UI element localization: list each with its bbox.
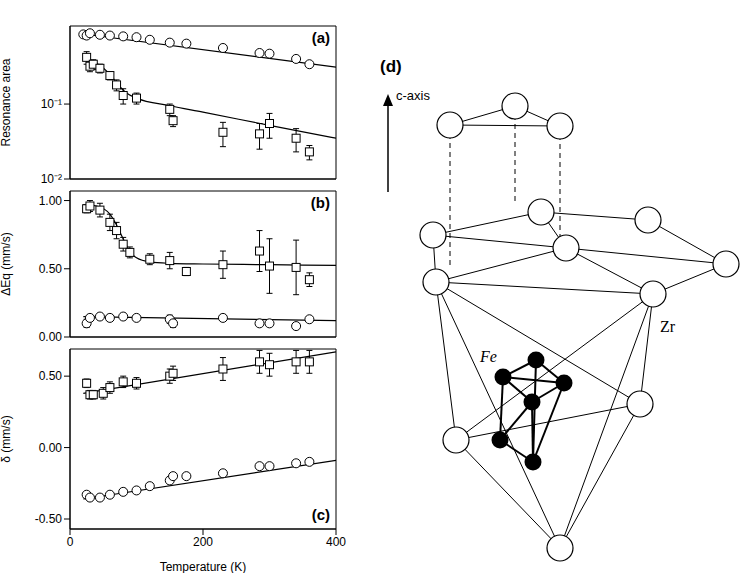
svg-text:c-axis: c-axis bbox=[396, 88, 430, 103]
svg-text:ΔEq (mm/s): ΔEq (mm/s) bbox=[0, 232, 13, 295]
html-text:(c): (c) bbox=[311, 506, 330, 523]
svg-text:Temperature (K): Temperature (K) bbox=[160, 560, 247, 573]
svg-text:0.50: 0.50 bbox=[39, 262, 63, 276]
svg-text:0.00: 0.00 bbox=[39, 441, 63, 455]
html-text:(a): (a) bbox=[311, 29, 330, 46]
svg-text:200: 200 bbox=[193, 535, 213, 549]
svg-text:δ (mm/s): δ (mm/s) bbox=[0, 415, 13, 462]
svg-text:0.00: 0.00 bbox=[39, 330, 63, 343]
svg-text:Resonance area: Resonance area bbox=[0, 58, 13, 146]
svg-text:10⁻¹: 10⁻¹ bbox=[41, 97, 62, 111]
svg-text:(d): (d) bbox=[380, 57, 402, 76]
svg-text:Fe: Fe bbox=[479, 348, 497, 365]
svg-text:Zr: Zr bbox=[660, 318, 676, 335]
svg-text:-0.50: -0.50 bbox=[35, 512, 63, 526]
html-text:(b): (b) bbox=[310, 194, 330, 211]
svg-text:400: 400 bbox=[326, 535, 346, 549]
svg-text:10⁻²: 10⁻² bbox=[41, 172, 62, 185]
svg-text:0.50: 0.50 bbox=[39, 369, 63, 383]
svg-text:1.00: 1.00 bbox=[39, 194, 63, 208]
svg-text:0: 0 bbox=[67, 535, 74, 549]
